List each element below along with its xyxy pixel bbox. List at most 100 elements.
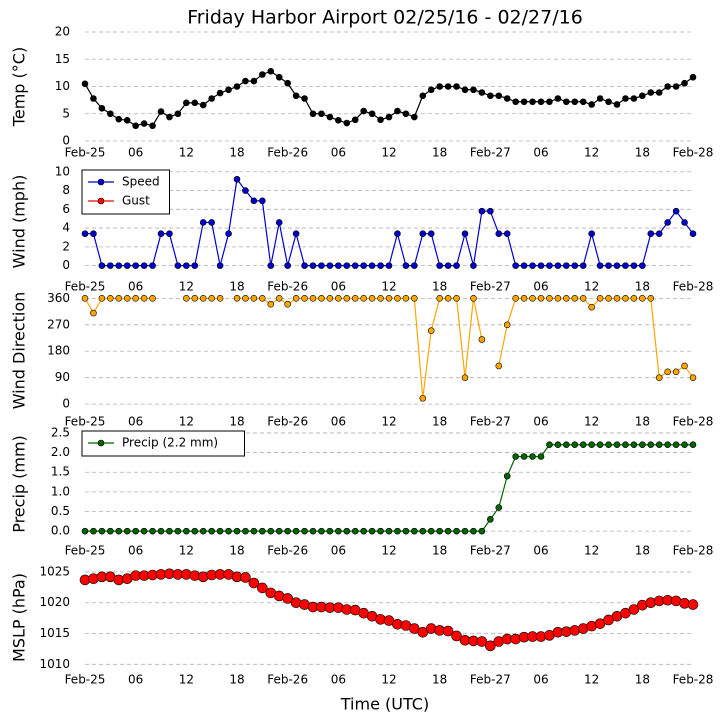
data-point [318, 262, 325, 269]
data-point [681, 441, 688, 449]
data-point [140, 262, 148, 269]
x-tick-label: 12 [179, 544, 194, 558]
x-tick-label: 18 [635, 673, 650, 687]
data-point [596, 441, 604, 449]
data-point [257, 582, 268, 594]
data-point [563, 441, 570, 449]
data-point [681, 219, 688, 226]
data-point [267, 527, 275, 535]
x-tick-label: 06 [331, 544, 346, 558]
data-point [520, 98, 528, 106]
x-tick-label: 06 [331, 146, 346, 160]
data-point [554, 295, 562, 302]
data-point [216, 262, 224, 269]
data-point [529, 262, 536, 269]
data-point [546, 441, 553, 449]
data-point [470, 262, 477, 269]
data-point [115, 115, 123, 123]
data-point [470, 295, 477, 302]
x-tick-label: Feb-26 [267, 544, 308, 558]
legend-marker [97, 178, 105, 186]
x-tick-label: 18 [229, 673, 244, 687]
legend-label: Precip (2.2 mm) [122, 436, 218, 450]
data-point [216, 527, 224, 535]
x-tick-label: Feb-28 [673, 146, 714, 160]
x-tick-label: 06 [533, 415, 548, 429]
data-point [588, 441, 595, 449]
data-point [208, 219, 215, 226]
y-tick-label: 360 [47, 291, 70, 305]
y-tick-label: 1.0 [51, 484, 70, 498]
x-tick-label: Feb-25 [65, 415, 106, 429]
x-tick-label: 18 [635, 415, 650, 429]
data-point [487, 207, 494, 215]
x-tick-label: Feb-28 [673, 280, 714, 294]
x-tick-label: 18 [635, 280, 650, 294]
data-point [284, 527, 291, 535]
data-point [81, 295, 89, 302]
data-point [444, 83, 452, 90]
data-point [166, 113, 173, 121]
x-tick-label: 06 [128, 146, 143, 160]
data-point [351, 262, 359, 269]
data-point [132, 295, 139, 302]
data-point [442, 625, 454, 637]
data-point [199, 527, 207, 535]
data-point [427, 86, 435, 94]
x-tick-label: 06 [331, 280, 346, 294]
data-point [512, 98, 519, 106]
data-point [478, 89, 486, 96]
data-point [123, 295, 131, 302]
data-point [292, 92, 300, 100]
x-tick-label: 06 [128, 280, 143, 294]
data-point [512, 262, 519, 269]
y-tick-label: 0 [62, 258, 70, 272]
data-point [335, 295, 342, 302]
data-point [191, 99, 199, 107]
data-point [503, 230, 511, 238]
legend-label: Gust [122, 194, 150, 208]
data-point [115, 527, 123, 535]
data-point [394, 107, 401, 115]
data-point [411, 527, 418, 535]
data-point [622, 441, 629, 449]
data-point [157, 230, 165, 238]
y-tick-label: 1015 [39, 626, 70, 640]
x-tick-label: 06 [331, 415, 346, 429]
y-tick-label: 1025 [39, 564, 70, 578]
data-point [411, 113, 418, 121]
data-point [639, 441, 646, 449]
y-axis-label: Wind (mph) [10, 175, 29, 269]
data-point [495, 504, 503, 511]
data-point [495, 362, 503, 370]
data-point [140, 120, 148, 127]
data-point [140, 295, 148, 302]
data-point [461, 230, 469, 238]
data-point [242, 527, 249, 535]
y-tick-label: 90 [55, 370, 70, 384]
data-point [520, 295, 528, 302]
data-point [343, 527, 351, 535]
data-point [250, 77, 258, 85]
data-point [385, 295, 393, 302]
legend-box [81, 169, 170, 215]
x-tick-label: Feb-27 [470, 544, 511, 558]
y-tick-label: 2.5 [51, 425, 70, 439]
data-point [419, 230, 427, 238]
data-point [485, 640, 496, 652]
data-point [470, 86, 477, 94]
data-point [672, 83, 680, 90]
data-point [402, 527, 410, 535]
data-point [419, 527, 427, 535]
data-point [579, 295, 587, 302]
x-tick-label: 12 [381, 280, 396, 294]
x-tick-label: 12 [584, 146, 599, 160]
x-tick-label: Feb-27 [470, 146, 511, 160]
data-point [470, 527, 477, 535]
data-point [81, 230, 89, 238]
data-point [149, 262, 156, 269]
data-point [579, 262, 587, 269]
data-point [520, 453, 528, 460]
data-point [191, 262, 199, 269]
chart-title: Friday Harbor Airport 02/25/16 - 02/27/1… [187, 7, 583, 29]
